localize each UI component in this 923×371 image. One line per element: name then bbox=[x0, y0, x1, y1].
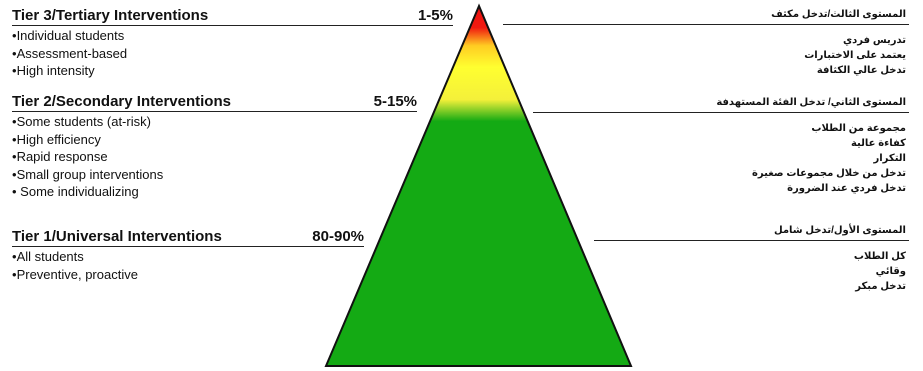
list-item: التكرار bbox=[873, 153, 907, 164]
list-item: All students bbox=[12, 248, 138, 266]
tier2-arabic-list: مجموعة من الطلاب كفاءة عالية التكرار تدخ… bbox=[752, 121, 906, 196]
tier3-arabic-list: تدريس فردي يعتمد على الاختبارات تدخل عال… bbox=[804, 33, 906, 78]
tier2-arabic-heading: المستوى الثاني/ تدخل الفئة المستهدفة bbox=[716, 97, 906, 108]
tier1-arabic-heading: المستوى الأول/تدخل شامل bbox=[773, 225, 906, 236]
list-item: تدخل عالي الكثافة bbox=[816, 65, 906, 76]
list-item: يعتمد على الاختبارات bbox=[804, 50, 906, 61]
tier2-arabic-rule bbox=[533, 112, 909, 113]
list-item: Individual students bbox=[12, 27, 127, 45]
list-item: تدخل من خلال مجموعات صغيرة bbox=[752, 168, 906, 179]
list-item: وقائي bbox=[875, 266, 906, 277]
tier1-percent: 80-90% bbox=[312, 228, 364, 245]
list-item: تدخل مبكر bbox=[855, 281, 906, 292]
tier2-title: Tier 2/Secondary Interventions bbox=[12, 93, 231, 110]
list-item: High intensity bbox=[12, 62, 127, 80]
tier3-arabic-rule bbox=[503, 24, 909, 25]
tier1-bullet-list: All students Preventive, proactive bbox=[12, 248, 138, 283]
tier1-arabic-list: كل الطلاب وقائي تدخل مبكر bbox=[854, 249, 906, 294]
tier1-title: Tier 1/Universal Interventions bbox=[12, 228, 222, 245]
tier1-arabic-rule bbox=[594, 240, 909, 241]
pyramid-shape bbox=[324, 3, 633, 367]
list-item: مجموعة من الطلاب bbox=[811, 123, 906, 134]
list-item: Rapid response bbox=[12, 148, 163, 166]
list-item: High efficiency bbox=[12, 131, 163, 149]
tier3-bullet-list: Individual students Assessment-based Hig… bbox=[12, 27, 128, 80]
list-item: تدريس فردي bbox=[842, 35, 906, 46]
list-item: كفاءة عالية bbox=[850, 138, 906, 149]
tier1-heading: Tier 1/Universal Interventions 80-90% bbox=[12, 228, 364, 247]
list-item: Preventive, proactive bbox=[12, 266, 138, 284]
list-item: Small group interventions bbox=[12, 166, 164, 184]
list-item: كل الطلاب bbox=[853, 251, 906, 262]
tier2-heading: Tier 2/Secondary Interventions 5-15% bbox=[12, 93, 417, 112]
tier3-title: Tier 3/Tertiary Interventions bbox=[12, 7, 209, 24]
tier3-percent: 1-5% bbox=[417, 7, 453, 24]
tier3-arabic-heading: المستوى الثالث/تدخل مكثف bbox=[771, 9, 906, 20]
tier3-heading: Tier 3/Tertiary Interventions 1-5% bbox=[12, 7, 453, 26]
tier2-bullet-list: Some students (at-risk) High efficiency … bbox=[12, 113, 164, 201]
tier2-percent: 5-15% bbox=[373, 93, 417, 110]
list-item: تدخل فردي عند الضرورة bbox=[787, 183, 906, 194]
list-item: Some students (at-risk) bbox=[12, 113, 163, 131]
list-item: Assessment-based bbox=[12, 45, 128, 63]
list-item: Some individualizing bbox=[12, 183, 163, 201]
